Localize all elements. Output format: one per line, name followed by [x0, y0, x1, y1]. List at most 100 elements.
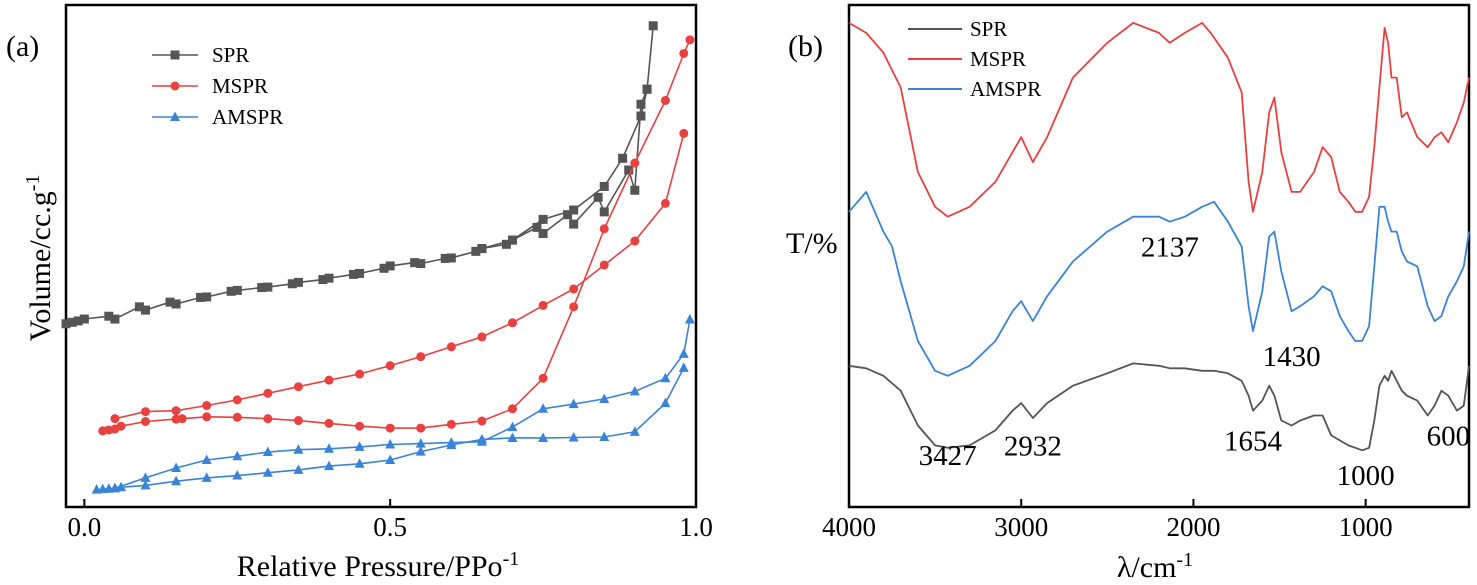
legend-label: AMSPR	[970, 77, 1041, 101]
data-point	[599, 182, 609, 191]
data-point	[685, 35, 695, 45]
data-point	[618, 153, 628, 163]
data-point	[324, 418, 334, 428]
data-point	[629, 426, 640, 436]
data-point	[140, 479, 151, 490]
data-point	[141, 417, 151, 426]
data-point	[446, 342, 456, 352]
data-point	[348, 269, 358, 279]
data-point	[201, 454, 212, 465]
x-tick-label: 1000	[1339, 512, 1393, 542]
data-point	[538, 300, 548, 310]
panel-a-isotherm-chart: (a) 0.0 0.5 1.0 SPR MSPR AMSPR Relative Pres…	[6, 3, 713, 583]
data-point	[569, 284, 579, 294]
data-point	[538, 432, 549, 442]
data-point	[196, 292, 206, 302]
series-line	[481, 89, 648, 250]
data-point	[410, 258, 420, 268]
data-point	[569, 302, 579, 312]
plot-frame-a	[64, 3, 698, 509]
data-point	[293, 416, 303, 426]
data-point	[569, 205, 579, 215]
data-point	[134, 302, 144, 312]
peak-label: 1654	[1224, 425, 1283, 457]
data-point	[599, 207, 609, 217]
x-axis-title-a: Relative Pressure/PPo-1	[237, 548, 519, 583]
data-point	[636, 99, 646, 109]
legend-marker	[170, 81, 180, 91]
data-point	[171, 299, 181, 309]
peak-label: 1000	[1337, 460, 1395, 492]
series-amspr-desorption	[109, 314, 695, 493]
data-point	[599, 224, 609, 234]
data-point	[262, 467, 273, 477]
data-point	[324, 273, 334, 283]
data-point	[508, 235, 518, 245]
data-point	[660, 372, 671, 383]
legend-label: SPR	[212, 43, 249, 67]
data-point	[416, 352, 426, 362]
data-point	[355, 369, 365, 379]
data-point	[257, 283, 267, 293]
peak-label: 600	[1427, 420, 1471, 452]
x-tick-label: 1.0	[679, 512, 713, 542]
data-point	[232, 395, 242, 405]
data-point	[324, 443, 335, 453]
data-point	[171, 406, 181, 416]
data-point	[501, 239, 511, 249]
legend-label: MSPR	[970, 47, 1026, 71]
data-point	[355, 421, 365, 431]
data-point	[636, 111, 646, 121]
data-point	[141, 407, 151, 417]
data-point	[416, 423, 426, 433]
data-point	[232, 450, 243, 461]
data-point	[385, 439, 396, 449]
data-point	[477, 332, 487, 342]
data-point	[624, 165, 634, 175]
peak-label: 2932	[1004, 430, 1062, 462]
y-axis-title-a: Volume/cc.g-1	[22, 175, 57, 342]
legend-entry-spr: SPR	[152, 43, 249, 67]
data-point	[508, 318, 518, 328]
data-point	[263, 282, 273, 292]
data-point	[385, 261, 395, 271]
data-point	[318, 275, 328, 285]
legend-b: SPR MSPR AMSPR	[908, 17, 1041, 101]
data-point	[599, 260, 609, 270]
panel-label-b: (b)	[788, 30, 823, 63]
data-point	[293, 382, 303, 392]
series-line	[102, 39, 691, 432]
data-point	[508, 404, 518, 414]
y-axis-title-b: T/%	[786, 227, 838, 260]
data-point	[293, 444, 304, 454]
x-tick-label: 2000	[1166, 512, 1220, 542]
series-spr-desorption	[477, 84, 652, 254]
legend-entry-mspr: MSPR	[152, 74, 268, 98]
data-point	[568, 431, 579, 442]
x-ticks-b: 4000 3000 2000 1000	[822, 499, 1393, 542]
data-point	[629, 385, 640, 396]
legend-marker	[170, 111, 180, 121]
data-point	[379, 263, 389, 273]
data-point	[415, 446, 426, 456]
data-point	[324, 460, 335, 471]
data-point	[293, 277, 303, 287]
series-mspr-line	[848, 22, 1470, 218]
series-line	[114, 133, 685, 420]
data-point	[109, 482, 120, 493]
series-spr	[61, 21, 658, 329]
data-point	[507, 421, 518, 432]
legend-label: SPR	[970, 17, 1007, 41]
panel-b-ftir-chart: (b) 4000 3000 2000 1000 3427 2932 2137 1654 143…	[786, 3, 1471, 584]
legend-label: MSPR	[212, 74, 268, 98]
data-point	[226, 286, 236, 296]
data-point	[563, 210, 573, 220]
data-point	[678, 348, 689, 358]
x-tick-label: 0.5	[373, 512, 407, 542]
data-point	[263, 388, 273, 398]
series-line	[65, 25, 654, 325]
data-point	[202, 412, 212, 422]
data-point	[660, 397, 671, 408]
legend-label: AMSPR	[212, 105, 283, 129]
data-point	[354, 458, 365, 468]
